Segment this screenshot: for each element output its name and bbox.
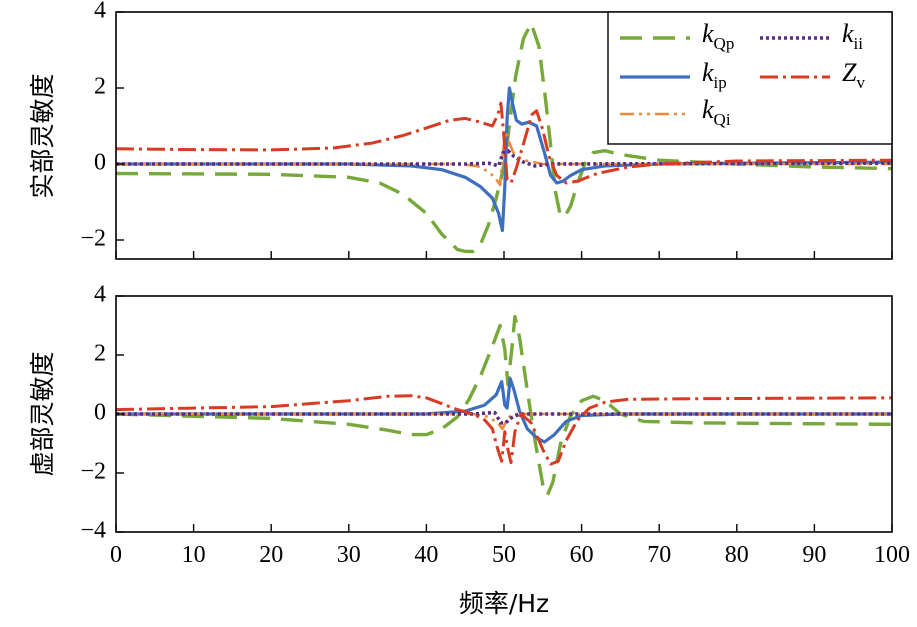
real-series-zv [116, 101, 892, 185]
imag-y-tick-label: −2 [80, 459, 106, 485]
imag-y-tick-label: 0 [94, 400, 106, 426]
real-y-tick-label: 4 [94, 0, 106, 24]
legend-label-kip: kip [702, 58, 727, 92]
imag-x-tick-label: 40 [414, 542, 438, 568]
imag-x-tick-label: 90 [802, 542, 826, 568]
legend-label-kqi: kQi [702, 95, 731, 129]
real-part-y-axis-label: 实部灵敏度 [28, 73, 57, 198]
real-y-tick-label: 0 [94, 150, 106, 176]
real-series-kqi [116, 130, 892, 187]
legend-label-zv: Zv [842, 58, 865, 92]
imag-series-kip [116, 377, 892, 444]
real-series-kqp [116, 21, 892, 254]
imaginary-part-y-axis-label: 虚部灵敏度 [28, 351, 57, 476]
imag-x-tick-label: 10 [182, 542, 206, 568]
x-axis-label: 频率/Hz [459, 589, 549, 618]
imag-x-tick-label: 70 [647, 542, 671, 568]
imag-x-tick-label: 80 [725, 542, 749, 568]
real-y-tick-label: 2 [94, 74, 106, 100]
imag-series-zv [116, 394, 892, 466]
real-part-panel: −2 0 2 4 实部灵敏度 [28, 0, 893, 260]
imag-x-tick-label: 30 [337, 542, 361, 568]
imag-x-tick-label: 20 [259, 542, 283, 568]
legend-label-kii: kii [842, 19, 863, 53]
imag-y-tick-label: −4 [80, 518, 106, 544]
real-y-tick-label: −2 [80, 226, 106, 252]
imag-y-tick-label: 2 [94, 341, 106, 367]
legend: kQp kip kQi kii Zv [607, 11, 893, 145]
imag-series-kqp [116, 314, 892, 497]
imag-y-tick-label: 4 [94, 282, 106, 308]
imag-x-tick-label: 100 [874, 542, 910, 568]
legend-label-kqp: kQp [702, 19, 734, 53]
imag-x-tick-label: 50 [492, 542, 516, 568]
real-series-kip [116, 86, 892, 233]
real-series-kii [116, 148, 892, 168]
imag-x-tick-label: 0 [110, 542, 122, 568]
imag-x-tick-label: 60 [570, 542, 594, 568]
imag-series-kii [116, 410, 892, 425]
